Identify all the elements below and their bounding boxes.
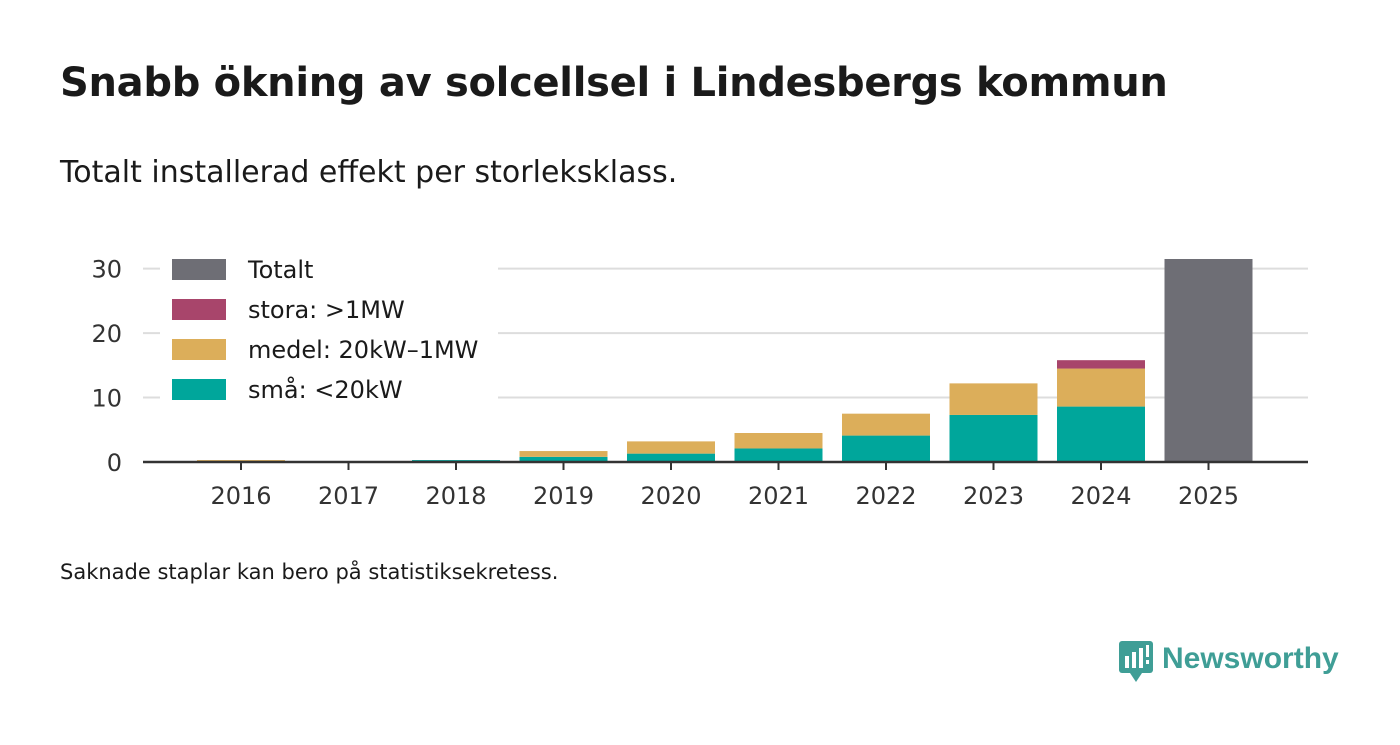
newsworthy-logo: Newsworthy — [1118, 640, 1339, 690]
y-tick-label: 30 — [91, 256, 122, 284]
bar-sma-2023 — [949, 414, 1038, 462]
x-tick-label: 2019 — [533, 482, 594, 510]
y-tick-label: 10 — [91, 385, 122, 413]
legend-label-stora: stora: >1MW — [248, 296, 405, 324]
x-tick-label: 2023 — [963, 482, 1024, 510]
legend-swatch-sma — [172, 379, 226, 400]
newsworthy-logo-text: Newsworthy — [1162, 642, 1339, 675]
x-tick-label: 2022 — [855, 482, 916, 510]
bar-medel-2019 — [519, 451, 608, 457]
x-tick-label: 2016 — [210, 482, 271, 510]
bar-medel-2024 — [1057, 368, 1145, 407]
legend-swatch-totalt — [172, 259, 226, 280]
legend-label-sma: små: <20kW — [248, 375, 403, 404]
y-tick-label: 20 — [91, 320, 122, 348]
bar-stora-2024 — [1057, 360, 1145, 369]
legend-label-medel: medel: 20kW–1MW — [248, 336, 478, 364]
bar-totalt-2025 — [1164, 259, 1253, 462]
x-tick-label: 2025 — [1178, 482, 1239, 510]
x-tick-label: 2021 — [748, 482, 809, 510]
newsworthy-logo-icon — [1119, 641, 1153, 682]
footnote: Saknade staplar kan bero på statistiksek… — [60, 560, 559, 584]
bar-medel-2022 — [842, 413, 930, 436]
bar-sma-2021 — [734, 448, 823, 462]
bar-medel-2023 — [949, 383, 1038, 415]
y-tick-label: 0 — [107, 449, 122, 477]
bar-sma-2019 — [519, 456, 608, 462]
x-tick-label: 2020 — [640, 482, 701, 510]
legend-swatch-stora — [172, 299, 226, 320]
legend-label-totalt: Totalt — [247, 256, 313, 284]
x-tick-label: 2017 — [318, 482, 379, 510]
chart-subtitle: Totalt installerad effekt per storlekskl… — [60, 155, 678, 190]
bar-medel-2016 — [197, 460, 285, 462]
bar-sma-2020 — [627, 453, 715, 462]
bar-sma-2024 — [1057, 406, 1145, 462]
bar-sma-2022 — [842, 435, 930, 462]
x-tick-label: 2024 — [1070, 482, 1131, 510]
bar-medel-2021 — [734, 433, 823, 449]
x-tick-label: 2018 — [425, 482, 486, 510]
bar-medel-2020 — [627, 441, 715, 454]
chart-title: Snabb ökning av solcellsel i Lindesbergs… — [60, 60, 1168, 106]
legend-swatch-medel — [172, 339, 226, 360]
